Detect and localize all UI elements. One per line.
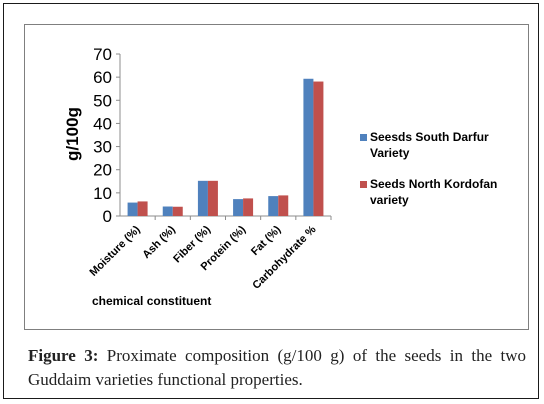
legend-label: Seesds South Darfur Variety bbox=[370, 130, 489, 160]
y-tick-label: 20 bbox=[93, 161, 112, 180]
bar bbox=[278, 195, 289, 216]
bar bbox=[243, 198, 254, 216]
y-tick-label: 70 bbox=[93, 45, 112, 64]
x-tick-label: Fat (%) bbox=[249, 223, 284, 258]
bar bbox=[207, 180, 218, 216]
figure-caption: Figure 3: Proximate composition (g/100 g… bbox=[28, 344, 526, 392]
chart-area bbox=[24, 24, 529, 330]
bar bbox=[137, 201, 148, 216]
x-tick-label: Moisture (%) bbox=[88, 223, 143, 278]
bar bbox=[172, 206, 183, 216]
bar bbox=[162, 206, 173, 216]
x-tick-label: Carbohydrate % bbox=[250, 223, 318, 291]
y-tick-label: 10 bbox=[93, 184, 112, 203]
x-axis-label: chemical constituent bbox=[92, 294, 211, 308]
bar bbox=[127, 202, 138, 216]
bar bbox=[313, 81, 324, 216]
y-tick-label: 0 bbox=[103, 207, 112, 226]
y-tick-label: 50 bbox=[93, 91, 112, 110]
bar bbox=[303, 78, 314, 217]
bar bbox=[268, 196, 279, 216]
legend-swatch bbox=[360, 134, 367, 141]
y-tick-label: 60 bbox=[93, 68, 112, 87]
legend-label: Seeds North Kordofan variety bbox=[370, 177, 497, 207]
caption-text: Proximate composition (g/100 g) of the s… bbox=[28, 346, 527, 389]
bar bbox=[197, 180, 208, 216]
y-axis-label: g/100g bbox=[63, 107, 82, 161]
y-tick-label: 30 bbox=[93, 138, 112, 157]
y-tick-label: 40 bbox=[93, 114, 112, 133]
caption-label: Figure 3: bbox=[28, 346, 99, 365]
legend-swatch bbox=[360, 181, 367, 188]
figure-frame: 0 10 20 30 40 50 60 70 Moisture (%) Ash (%) Fiber… bbox=[3, 3, 539, 399]
bar bbox=[233, 199, 244, 216]
